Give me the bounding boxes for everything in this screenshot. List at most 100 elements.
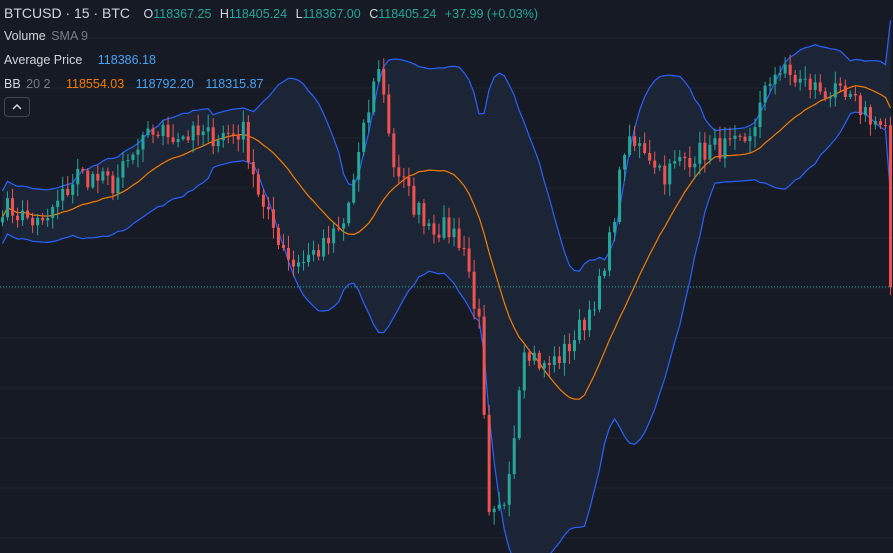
- candle-body: [281, 244, 285, 249]
- candle: [753, 118, 757, 148]
- candle-body: [587, 309, 591, 331]
- candle-body: [492, 508, 496, 513]
- candle: [81, 166, 85, 174]
- average-price-label: Average Price: [4, 53, 83, 67]
- candle-body: [261, 194, 265, 207]
- candle: [833, 71, 837, 107]
- candle-body: [377, 69, 381, 82]
- candle-body: [216, 140, 220, 147]
- candle-body: [236, 134, 240, 140]
- candle-body: [673, 161, 677, 164]
- candle-body: [818, 82, 822, 92]
- bb-param: 20 2: [26, 77, 51, 91]
- candle: [387, 84, 391, 137]
- symbol-legend[interactable]: BTCUSD · 15 · BTC O118367.25 H118405.24 …: [4, 5, 538, 21]
- candle: [567, 333, 571, 364]
- candle: [497, 492, 501, 511]
- candle: [532, 345, 536, 365]
- candle: [427, 218, 431, 231]
- candle-body: [246, 121, 250, 162]
- candle-body: [783, 64, 787, 74]
- candle: [778, 65, 782, 81]
- candle-body: [663, 165, 667, 185]
- candle: [492, 505, 496, 525]
- candle: [231, 124, 235, 144]
- candle-body: [322, 237, 326, 257]
- candle: [56, 189, 60, 220]
- candle: [397, 154, 401, 185]
- candle: [241, 110, 245, 153]
- candle: [412, 177, 416, 218]
- average-price-legend[interactable]: Average Price 118386.18: [4, 53, 156, 67]
- candle: [417, 200, 421, 224]
- candle-body: [708, 144, 712, 160]
- candle-body: [16, 215, 20, 221]
- candle: [286, 235, 290, 271]
- candle-body: [562, 343, 566, 364]
- candle-body: [141, 135, 145, 150]
- candle-body: [31, 217, 35, 226]
- candle: [131, 152, 135, 165]
- candle-body: [643, 143, 647, 154]
- candle: [808, 73, 812, 99]
- candle: [693, 156, 697, 179]
- candle-body: [241, 121, 245, 140]
- candle: [161, 119, 165, 146]
- candle: [1, 210, 5, 227]
- candle-body: [798, 78, 802, 83]
- candle-body: [347, 202, 351, 224]
- candle-body: [342, 223, 346, 229]
- candle: [562, 335, 566, 376]
- candle: [126, 153, 130, 168]
- candle-body: [803, 78, 807, 80]
- candle-body: [858, 95, 862, 116]
- candle-body: [226, 132, 230, 134]
- candle: [703, 132, 707, 173]
- candle-body: [748, 136, 752, 142]
- candle: [648, 139, 652, 165]
- candle: [592, 301, 597, 316]
- candle-body: [457, 228, 461, 249]
- candle: [628, 124, 632, 157]
- candle-body: [367, 112, 371, 123]
- candle: [221, 125, 225, 148]
- candle-body: [838, 83, 842, 86]
- candle: [748, 127, 752, 153]
- candle-body: [718, 138, 722, 159]
- candle: [367, 99, 371, 133]
- candle-body: [417, 203, 421, 215]
- collapse-legend-button[interactable]: [4, 97, 30, 117]
- candle-body: [598, 275, 602, 310]
- candle-body: [618, 169, 622, 223]
- candle-body: [733, 135, 737, 139]
- candle-body: [352, 179, 356, 203]
- candle-body: [427, 223, 431, 226]
- candle: [26, 200, 30, 220]
- candle-body: [276, 227, 280, 245]
- candle-body: [522, 352, 526, 391]
- candle: [322, 229, 326, 261]
- candle: [512, 425, 516, 479]
- candle: [783, 57, 787, 78]
- bollinger-legend[interactable]: BB 20 2 118554.03 118792.20 118315.87: [4, 77, 263, 91]
- close-value: 118405.24: [378, 7, 437, 21]
- candle: [572, 330, 576, 360]
- candle: [372, 77, 376, 116]
- candle-body: [442, 217, 446, 238]
- candle-body: [51, 207, 55, 218]
- candle-body: [853, 93, 857, 96]
- candle-body: [357, 152, 361, 180]
- volume-indicator-legend[interactable]: Volume SMA 9: [4, 29, 100, 43]
- symbol-title[interactable]: BTCUSD · 15 · BTC: [4, 5, 131, 21]
- candle-body: [96, 173, 100, 181]
- candle-body: [71, 184, 75, 195]
- candle-body: [196, 125, 200, 136]
- candle: [527, 349, 531, 367]
- candle: [472, 260, 476, 320]
- candle-body: [131, 154, 135, 161]
- candle: [166, 116, 170, 145]
- candle: [111, 171, 115, 201]
- candle-body: [286, 248, 290, 260]
- candle: [251, 149, 255, 188]
